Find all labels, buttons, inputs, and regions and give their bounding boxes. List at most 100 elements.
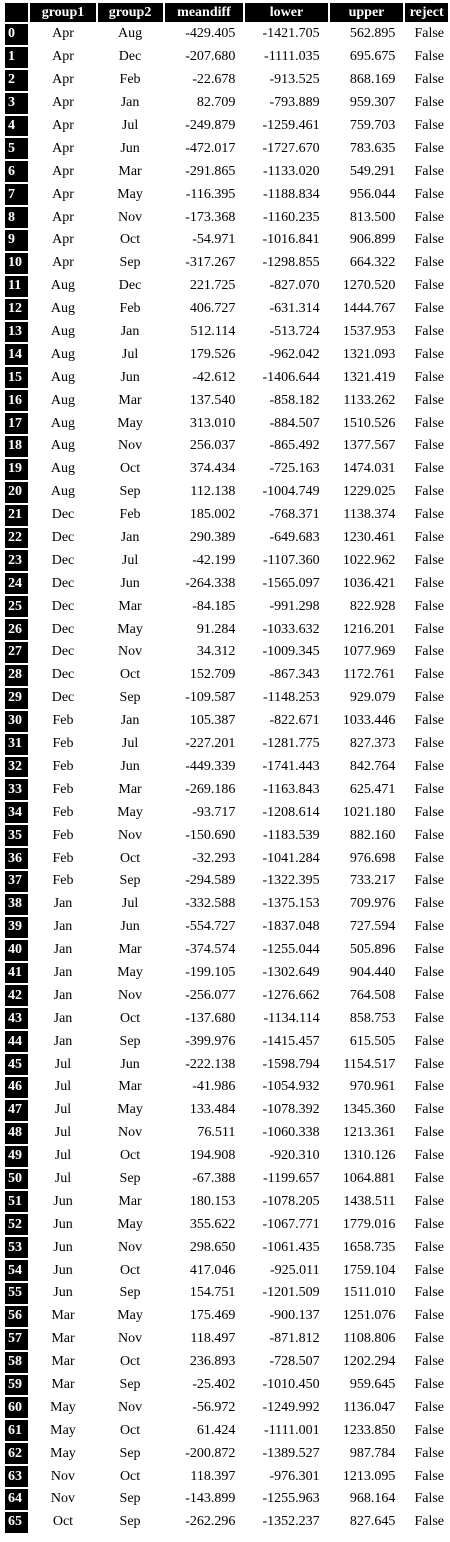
cell-group2: Jan	[120, 530, 140, 546]
header-row: group1 group2 meandiff lower upper rejec…	[5, 3, 448, 22]
cell-group2: Aug	[117, 26, 143, 42]
cell-upper: 1511.010	[343, 1285, 396, 1301]
cell-upper: 1510.526	[342, 415, 396, 431]
cell-lower: -1389.527	[262, 1445, 320, 1461]
cell-reject: False	[414, 598, 444, 614]
row-index: 14	[5, 344, 29, 366]
table-row: 65 Oct Sep -262.296 -1352.237 827.645 False	[5, 1511, 448, 1533]
cell-lower: -1041.284	[262, 850, 320, 866]
cell-group1: Jul	[54, 1056, 72, 1072]
cell-group2: Nov	[117, 827, 143, 843]
cell-upper: 813.500	[349, 209, 396, 225]
cell-lower: -1111.035	[264, 49, 320, 65]
cell-lower: -822.671	[269, 713, 320, 729]
cell-meandiff: -199.105	[185, 964, 236, 980]
cell-group1: Apr	[52, 140, 74, 156]
cell-meandiff: -137.680	[185, 1010, 236, 1026]
cell-group2: Jul	[121, 552, 139, 568]
cell-upper: 1138.374	[343, 507, 396, 523]
table-row: 8 Apr Nov -173.368 -1160.235 813.500 False	[5, 207, 448, 229]
cell-upper: 987.784	[349, 1445, 396, 1461]
cell-group2: May	[117, 804, 143, 820]
cell-group1: Mar	[51, 1331, 75, 1347]
table-row: 59 Mar Sep -25.402 -1010.450 959.645 False	[5, 1374, 448, 1396]
cell-lower: -1060.338	[262, 1125, 320, 1141]
cell-lower: -858.182	[269, 392, 320, 408]
table-row: 36 Feb Oct -32.293 -1041.284 976.698 False	[5, 848, 448, 869]
cell-meandiff: 61.424	[196, 1422, 236, 1438]
table-row: 32 Feb Jun -449.339 -1741.443 842.764 False	[5, 756, 448, 778]
cell-group1: Feb	[52, 850, 74, 866]
cell-reject: False	[414, 163, 444, 179]
cell-group1: Feb	[52, 758, 74, 774]
cell-lower: -1276.662	[262, 987, 320, 1003]
table-row: 37 Feb Sep -294.589 -1322.395 733.217 False	[5, 870, 448, 892]
cell-group1: May	[50, 1399, 76, 1415]
row-index: 6	[5, 161, 29, 183]
cell-group2: May	[117, 415, 143, 431]
table-row: 54 Jun Oct 417.046 -925.011 1759.104 False	[5, 1260, 448, 1281]
cell-lower: -1249.992	[262, 1399, 320, 1415]
cell-group2: Jun	[120, 140, 140, 156]
cell-group1: Mar	[51, 1354, 75, 1370]
table-row: 56 Mar May 175.469 -900.137 1251.076 False	[5, 1305, 448, 1327]
cell-meandiff: 406.727	[189, 301, 236, 317]
cell-group1: Dec	[51, 507, 75, 523]
row-index: 11	[5, 275, 29, 297]
cell-group1: Apr	[52, 255, 74, 271]
cell-group2: Sep	[119, 255, 141, 271]
cell-group1: Apr	[52, 209, 74, 225]
cell-meandiff: -227.201	[185, 736, 236, 752]
cell-reject: False	[414, 1491, 444, 1507]
cell-group1: Dec	[51, 575, 75, 591]
cell-meandiff: -291.865	[185, 163, 236, 179]
cell-upper: 1136.047	[343, 1399, 396, 1415]
row-index: 2	[5, 69, 29, 91]
cell-group2: Jan	[120, 95, 140, 111]
cell-group1: Jun	[53, 1285, 73, 1301]
cell-reject: False	[414, 667, 444, 683]
cell-meandiff: -399.976	[185, 1033, 236, 1049]
cell-upper: 727.594	[349, 919, 396, 935]
cell-group1: Jun	[53, 1262, 73, 1278]
cell-meandiff: -317.267	[185, 255, 236, 271]
table-row: 4 Apr Jul -249.879 -1259.461 759.703 False	[5, 115, 448, 137]
cell-group1: Apr	[52, 118, 74, 133]
table-row: 10 Apr Sep -317.267 -1298.855 664.322 False	[5, 252, 448, 274]
cell-lower: -1208.614	[262, 804, 320, 820]
cell-lower: -1111.001	[264, 1422, 320, 1438]
cell-meandiff: 290.389	[189, 530, 236, 546]
cell-group2: Mar	[118, 1079, 142, 1095]
cell-group2: Nov	[117, 1125, 143, 1141]
cell-group1: Aug	[50, 438, 76, 454]
cell-reject: False	[414, 850, 444, 866]
cell-group2: Nov	[117, 438, 143, 454]
cell-upper: 868.169	[349, 72, 396, 88]
cell-meandiff: -22.678	[192, 72, 236, 88]
cell-group2: Mar	[118, 163, 142, 179]
row-index: 53	[5, 1237, 29, 1259]
cell-group2: May	[117, 621, 143, 637]
cell-group2: Oct	[119, 1422, 141, 1438]
cell-reject: False	[414, 690, 444, 706]
cell-meandiff: 112.138	[190, 484, 236, 500]
row-index: 16	[5, 390, 29, 412]
cell-lower: -1199.657	[262, 1170, 320, 1186]
cell-group1: Jan	[53, 919, 73, 935]
cell-lower: -962.042	[269, 346, 320, 362]
cell-lower: -1375.153	[262, 896, 320, 912]
row-index: 3	[5, 92, 29, 114]
cell-reject: False	[414, 209, 444, 225]
cell-meandiff: -116.395	[185, 186, 236, 202]
cell-reject: False	[414, 49, 444, 65]
cell-lower: -1415.457	[262, 1033, 320, 1049]
cell-lower: -1134.114	[263, 1010, 320, 1026]
cell-group2: Jun	[120, 1056, 140, 1072]
table-row: 31 Feb Jul -227.201 -1281.775 827.373 False	[5, 733, 448, 755]
cell-reject: False	[414, 118, 444, 133]
cell-reject: False	[414, 873, 444, 889]
cell-group1: Aug	[50, 415, 76, 431]
table-row: 33 Feb Mar -269.186 -1163.843 625.471 False	[5, 779, 448, 801]
table-row: 25 Dec Mar -84.185 -991.298 822.928 False	[5, 596, 448, 618]
cell-meandiff: 185.002	[189, 507, 236, 523]
